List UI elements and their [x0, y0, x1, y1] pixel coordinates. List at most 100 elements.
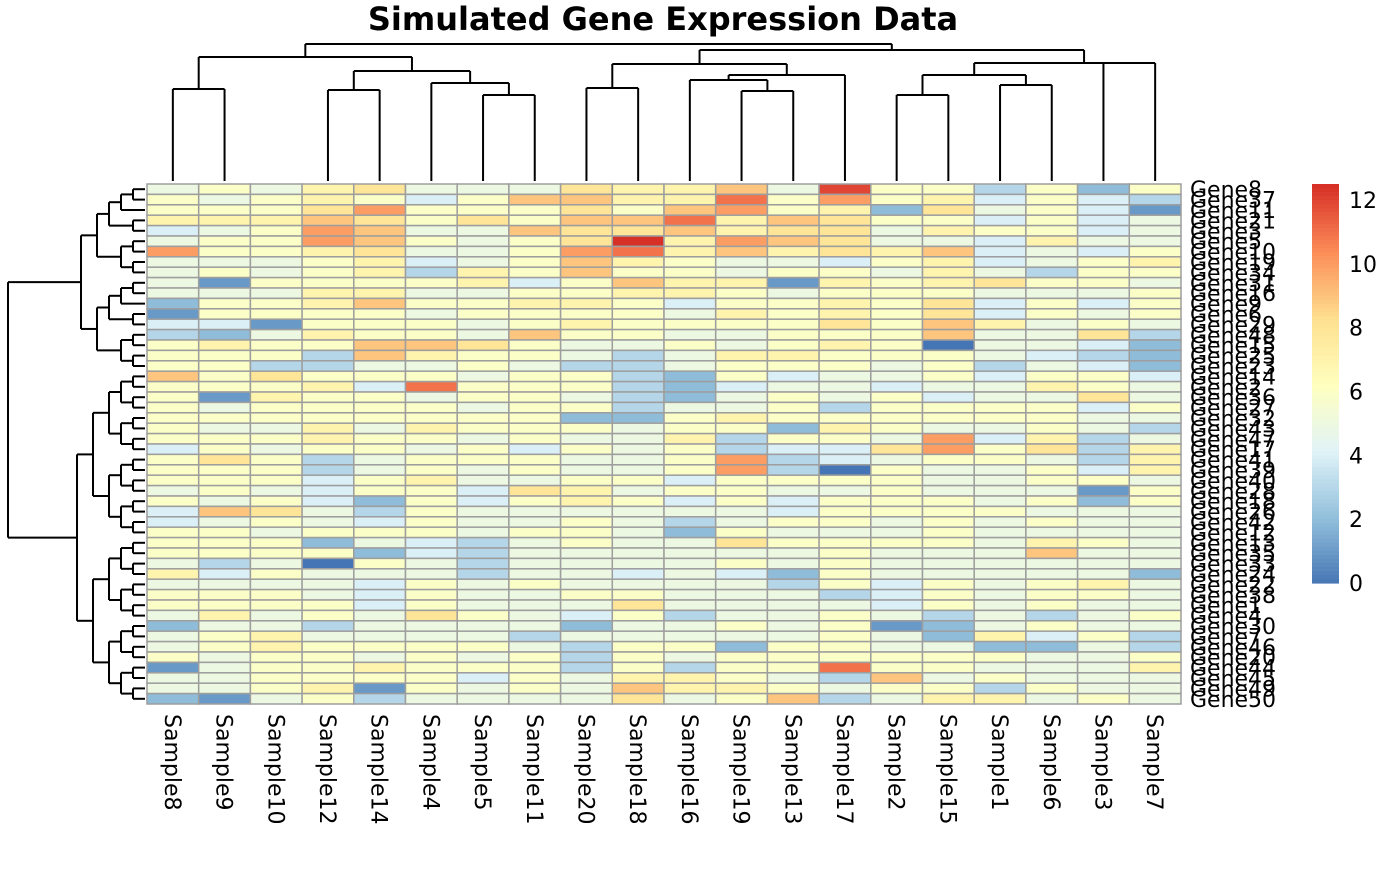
heatmap-cell	[766, 370, 820, 383]
heatmap-cell	[1076, 682, 1131, 695]
heatmap-cell	[611, 297, 665, 310]
heatmap-cell	[353, 380, 407, 393]
heatmap-cell	[404, 214, 458, 227]
heatmap-cell	[714, 536, 769, 549]
heatmap-cell	[921, 588, 975, 601]
heatmap-cell	[663, 235, 717, 248]
heatmap-cell	[663, 349, 717, 362]
heatmap-cell	[353, 588, 407, 601]
legend-swatch	[1312, 371, 1339, 377]
heatmap-cell	[973, 214, 1027, 227]
heatmap-cell	[559, 360, 614, 372]
heatmap-cell	[1076, 474, 1131, 487]
heatmap-cell	[1076, 578, 1131, 591]
heatmap-cell	[611, 245, 665, 258]
heatmap-cell	[766, 245, 820, 258]
heatmap-cell	[870, 692, 924, 705]
heatmap-cell	[353, 349, 407, 362]
heatmap-cell	[921, 401, 975, 414]
heatmap-cell	[146, 568, 200, 580]
heatmap-cell	[714, 360, 769, 372]
heatmap-cell	[870, 588, 924, 601]
heatmap-cell	[559, 328, 614, 341]
heatmap-cell	[1025, 588, 1079, 601]
heatmap-cell	[611, 235, 665, 248]
heatmap-cell	[1025, 578, 1079, 591]
heatmap-cell	[559, 640, 614, 653]
legend-tick-label: 0	[1349, 572, 1363, 597]
heatmap-cell	[559, 370, 614, 383]
heatmap-cell	[1076, 328, 1131, 341]
heatmap-cell	[611, 214, 665, 227]
heatmap-cell	[197, 256, 252, 268]
heatmap-cell	[1025, 412, 1079, 424]
heatmap-cell	[921, 568, 975, 580]
heatmap-cell	[1128, 453, 1182, 466]
heatmap-cell	[1128, 588, 1182, 601]
legend-swatch	[1312, 471, 1339, 476]
heatmap-cell	[663, 672, 717, 684]
heatmap-cell	[404, 692, 458, 705]
heatmap-cell	[353, 599, 407, 612]
heatmap-cell	[249, 422, 303, 435]
heatmap-cell	[766, 568, 820, 580]
heatmap-cell	[197, 651, 252, 664]
heatmap-cell	[1076, 609, 1131, 622]
heatmap-cell	[301, 526, 355, 539]
row-label: Gene35	[1190, 542, 1276, 567]
heatmap-cell	[714, 193, 769, 206]
column-dendrogram	[171, 43, 1157, 181]
heatmap-cell	[456, 640, 510, 653]
heatmap-cell	[611, 432, 665, 445]
heatmap-cell	[611, 193, 665, 206]
heatmap-cell	[1076, 422, 1131, 435]
heatmap-cell	[870, 214, 924, 227]
heatmap-cell	[404, 661, 458, 674]
legend-swatch	[1312, 387, 1339, 393]
heatmap-cell	[249, 349, 303, 362]
heatmap-cell	[611, 349, 665, 362]
row-label: Gene38	[1190, 584, 1276, 609]
heatmap-cell	[249, 224, 303, 237]
heatmap-cell	[973, 505, 1027, 518]
heatmap-cell	[870, 204, 924, 216]
heatmap-cell	[197, 235, 252, 248]
heatmap-cell	[301, 578, 355, 591]
column-label: Sample12	[314, 714, 339, 824]
row-label: Gene1	[1190, 594, 1262, 619]
heatmap-cell	[1128, 391, 1182, 404]
heatmap-cell	[559, 287, 614, 300]
heatmap-cell	[921, 214, 975, 227]
heatmap-cell	[973, 318, 1027, 331]
heatmap-cell	[249, 526, 303, 539]
heatmap-cell	[249, 214, 303, 227]
heatmap-cell	[921, 661, 975, 674]
heatmap-cell	[197, 214, 252, 227]
heatmap-cell	[404, 453, 458, 466]
heatmap-cell	[714, 224, 769, 237]
heatmap-cell	[973, 380, 1027, 393]
legend-tick-label: 12	[1349, 189, 1377, 214]
heatmap-cell	[818, 193, 872, 206]
row-label: Gene30	[1190, 615, 1276, 640]
heatmap-cell	[197, 193, 252, 206]
heatmap-cell	[456, 578, 510, 591]
heatmap-cell	[197, 599, 252, 612]
heatmap-cell	[249, 443, 303, 456]
legend-swatch	[1312, 351, 1339, 357]
heatmap-cell	[714, 516, 769, 528]
heatmap-cell	[508, 588, 562, 601]
heatmap-cell	[301, 599, 355, 612]
heatmap-cell	[353, 214, 407, 227]
row-label: Gene14	[1190, 365, 1276, 390]
heatmap-cell	[197, 308, 252, 320]
legend-swatch	[1312, 343, 1339, 349]
heatmap-cell	[404, 370, 458, 383]
heatmap-cell	[197, 266, 252, 279]
heatmap-cell	[973, 474, 1027, 487]
heatmap-cell	[456, 547, 510, 560]
heatmap-cell	[921, 474, 975, 487]
heatmap-cell	[197, 204, 252, 216]
heatmap-cell	[301, 391, 355, 404]
heatmap-cell	[197, 432, 252, 445]
